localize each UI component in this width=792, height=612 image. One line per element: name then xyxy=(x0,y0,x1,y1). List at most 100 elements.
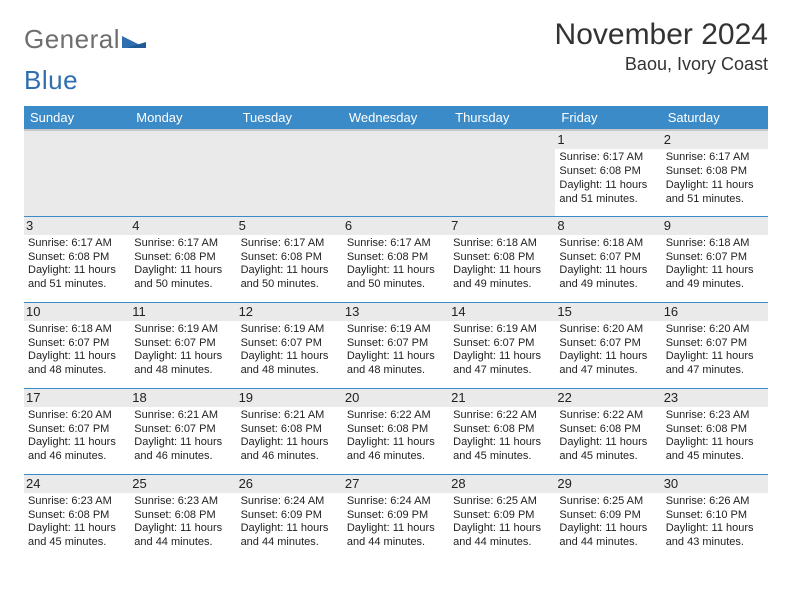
day-details: Sunrise: 6:21 AMSunset: 6:08 PMDaylight:… xyxy=(241,409,339,464)
daylight-line: Daylight: 11 hours and 45 minutes. xyxy=(559,436,657,464)
sunrise-line: Sunrise: 6:17 AM xyxy=(134,237,232,251)
calendar-day-cell: 3Sunrise: 6:17 AMSunset: 6:08 PMDaylight… xyxy=(24,216,130,302)
sunrise-line: Sunrise: 6:18 AM xyxy=(28,323,126,337)
calendar-day-cell: 11Sunrise: 6:19 AMSunset: 6:07 PMDayligh… xyxy=(130,302,236,388)
day-details: Sunrise: 6:18 AMSunset: 6:08 PMDaylight:… xyxy=(453,237,551,292)
sunset-line: Sunset: 6:08 PM xyxy=(28,251,126,265)
calendar-day-cell: 13 Sunrise: 6:19 AMSunset: 6:07 PMDayligh… xyxy=(343,302,449,388)
day-number: 27 xyxy=(343,475,449,493)
day-number: 13 xyxy=(343,303,449,321)
calendar-day-cell: 19 Sunrise: 6:21 AMSunset: 6:08 PMDayligh… xyxy=(237,388,343,474)
calendar-day-cell xyxy=(237,130,343,216)
day-number: 4 xyxy=(130,217,236,235)
sunset-line: Sunset: 6:07 PM xyxy=(666,251,764,265)
calendar-day-cell: 4 Sunrise: 6:17 AMSunset: 6:08 PMDaylight… xyxy=(130,216,236,302)
daylight-line: Daylight: 11 hours and 44 minutes. xyxy=(453,522,551,550)
sunset-line: Sunset: 6:09 PM xyxy=(559,509,657,523)
day-number: 19 xyxy=(237,389,343,407)
daylight-line: Daylight: 11 hours and 46 minutes. xyxy=(347,436,445,464)
day-details: Sunrise: 6:18 AMSunset: 6:07 PMDaylight:… xyxy=(666,237,764,292)
calendar-table: Sunday Monday Tuesday Wednesday Thursday… xyxy=(24,106,768,560)
day-details: Sunrise: 6:22 AMSunset: 6:08 PMDaylight:… xyxy=(453,409,551,464)
sunrise-line: Sunrise: 6:18 AM xyxy=(559,237,657,251)
day-number: 22 xyxy=(555,389,661,407)
sunset-line: Sunset: 6:08 PM xyxy=(559,423,657,437)
day-number: 6 xyxy=(343,217,449,235)
weekday-header: Friday xyxy=(555,106,661,130)
day-details: Sunrise: 6:17 AMSunset: 6:08 PMDaylight:… xyxy=(559,151,657,206)
sunrise-line: Sunrise: 6:26 AM xyxy=(666,495,764,509)
day-number: 17 xyxy=(24,389,130,407)
sunset-line: Sunset: 6:07 PM xyxy=(347,337,445,351)
day-details: Sunrise: 6:19 AMSunset: 6:07 PMDaylight:… xyxy=(347,323,445,378)
day-number: 12 xyxy=(237,303,343,321)
day-number: 24 xyxy=(24,475,130,493)
sunset-line: Sunset: 6:08 PM xyxy=(134,509,232,523)
calendar-day-cell: 20Sunrise: 6:22 AMSunset: 6:08 PMDayligh… xyxy=(343,388,449,474)
weekday-header: Monday xyxy=(130,106,236,130)
sunset-line: Sunset: 6:08 PM xyxy=(347,251,445,265)
daylight-line: Daylight: 11 hours and 45 minutes. xyxy=(453,436,551,464)
sunrise-line: Sunrise: 6:19 AM xyxy=(347,323,445,337)
calendar-day-cell: 23Sunrise: 6:23 AMSunset: 6:08 PMDayligh… xyxy=(662,388,768,474)
daylight-line: Daylight: 11 hours and 44 minutes. xyxy=(347,522,445,550)
day-details: Sunrise: 6:20 AMSunset: 6:07 PMDaylight:… xyxy=(559,323,657,378)
sunrise-line: Sunrise: 6:20 AM xyxy=(666,323,764,337)
sunset-line: Sunset: 6:07 PM xyxy=(453,337,551,351)
daylight-line: Daylight: 11 hours and 47 minutes. xyxy=(453,350,551,378)
calendar-day-cell: 30Sunrise: 6:26 AMSunset: 6:10 PMDayligh… xyxy=(662,474,768,560)
day-details: Sunrise: 6:18 AMSunset: 6:07 PMDaylight:… xyxy=(559,237,657,292)
day-number: 25 xyxy=(130,475,236,493)
daylight-line: Daylight: 11 hours and 50 minutes. xyxy=(241,264,339,292)
day-details: Sunrise: 6:17 AMSunset: 6:08 PMDaylight:… xyxy=(666,151,764,206)
day-details: Sunrise: 6:26 AMSunset: 6:10 PMDaylight:… xyxy=(666,495,764,550)
month-title: November 2024 xyxy=(555,18,768,52)
day-number: 11 xyxy=(130,303,236,321)
daylight-line: Daylight: 11 hours and 48 minutes. xyxy=(241,350,339,378)
calendar-body: 1Sunrise: 6:17 AMSunset: 6:08 PMDaylight… xyxy=(24,130,768,560)
day-details: Sunrise: 6:17 AMSunset: 6:08 PMDaylight:… xyxy=(134,237,232,292)
daylight-line: Daylight: 11 hours and 45 minutes. xyxy=(28,522,126,550)
day-details: Sunrise: 6:23 AMSunset: 6:08 PMDaylight:… xyxy=(666,409,764,464)
sunset-line: Sunset: 6:09 PM xyxy=(453,509,551,523)
logo-triangle-icon xyxy=(122,24,146,55)
calendar-day-cell: 7Sunrise: 6:18 AMSunset: 6:08 PMDaylight… xyxy=(449,216,555,302)
daylight-line: Daylight: 11 hours and 51 minutes. xyxy=(559,179,657,207)
daylight-line: Daylight: 11 hours and 50 minutes. xyxy=(134,264,232,292)
weekday-header: Thursday xyxy=(449,106,555,130)
calendar-day-cell: 2Sunrise: 6:17 AMSunset: 6:08 PMDaylight… xyxy=(662,130,768,216)
day-number: 28 xyxy=(449,475,555,493)
day-details: Sunrise: 6:17 AMSunset: 6:08 PMDaylight:… xyxy=(241,237,339,292)
daylight-line: Daylight: 11 hours and 50 minutes. xyxy=(347,264,445,292)
calendar-day-cell: 24Sunrise: 6:23 AMSunset: 6:08 PMDayligh… xyxy=(24,474,130,560)
sunset-line: Sunset: 6:09 PM xyxy=(347,509,445,523)
calendar-day-cell xyxy=(449,130,555,216)
daylight-line: Daylight: 11 hours and 44 minutes. xyxy=(134,522,232,550)
day-details: Sunrise: 6:25 AMSunset: 6:09 PMDaylight:… xyxy=(453,495,551,550)
calendar-week-row: 10Sunrise: 6:18 AMSunset: 6:07 PMDayligh… xyxy=(24,302,768,388)
sunset-line: Sunset: 6:07 PM xyxy=(241,337,339,351)
day-number: 15 xyxy=(555,303,661,321)
sunrise-line: Sunrise: 6:22 AM xyxy=(453,409,551,423)
title-block: November 2024 Baou, Ivory Coast xyxy=(555,18,768,75)
day-details: Sunrise: 6:18 AMSunset: 6:07 PMDaylight:… xyxy=(28,323,126,378)
sunset-line: Sunset: 6:10 PM xyxy=(666,509,764,523)
day-number: 8 xyxy=(555,217,661,235)
calendar-week-row: 17Sunrise: 6:20 AMSunset: 6:07 PMDayligh… xyxy=(24,388,768,474)
daylight-line: Daylight: 11 hours and 46 minutes. xyxy=(241,436,339,464)
calendar-week-row: 24Sunrise: 6:23 AMSunset: 6:08 PMDayligh… xyxy=(24,474,768,560)
day-details: Sunrise: 6:19 AMSunset: 6:07 PMDaylight:… xyxy=(241,323,339,378)
daylight-line: Daylight: 11 hours and 47 minutes. xyxy=(559,350,657,378)
sunrise-line: Sunrise: 6:21 AM xyxy=(241,409,339,423)
day-details: Sunrise: 6:25 AMSunset: 6:09 PMDaylight:… xyxy=(559,495,657,550)
calendar-day-cell: 15 Sunrise: 6:20 AMSunset: 6:07 PMDayligh… xyxy=(555,302,661,388)
day-number: 16 xyxy=(662,303,768,321)
day-details: Sunrise: 6:20 AMSunset: 6:07 PMDaylight:… xyxy=(666,323,764,378)
sunset-line: Sunset: 6:07 PM xyxy=(28,337,126,351)
sunrise-line: Sunrise: 6:18 AM xyxy=(666,237,764,251)
day-number: 5 xyxy=(237,217,343,235)
sunrise-line: Sunrise: 6:23 AM xyxy=(134,495,232,509)
daylight-line: Daylight: 11 hours and 48 minutes. xyxy=(134,350,232,378)
calendar-day-cell: 10Sunrise: 6:18 AMSunset: 6:07 PMDayligh… xyxy=(24,302,130,388)
calendar-day-cell: 16 Sunrise: 6:20 AMSunset: 6:07 PMDayligh… xyxy=(662,302,768,388)
